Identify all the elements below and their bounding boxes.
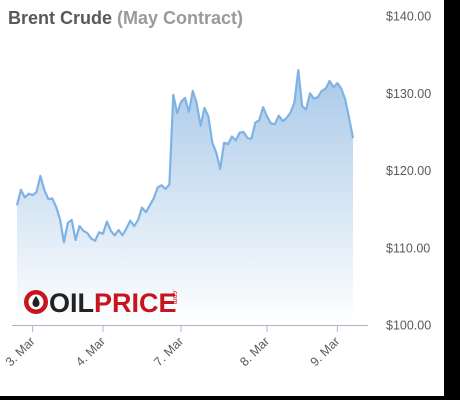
series-line xyxy=(15,69,355,244)
chart-title-subtitle: (May Contract) xyxy=(117,8,244,28)
x-tick-label: 8. Mar xyxy=(237,334,272,369)
chart-title-main: Brent Crude xyxy=(8,8,113,28)
logo-wordmark: OILPRICE xyxy=(49,288,177,318)
chart-title: Brent Crude (May Contract) xyxy=(8,8,243,29)
x-tick-label: 9. Mar xyxy=(308,334,343,369)
oilprice-logo: OILPRICE .com xyxy=(24,288,178,318)
y-tick-label: $100.00 xyxy=(386,319,431,333)
y-tick-label: $120.00 xyxy=(386,164,431,178)
y-tick-label: $110.00 xyxy=(386,241,430,255)
oil-drop-icon xyxy=(24,290,48,314)
price-chart: 3. Mar 4. Mar 7. Mar 8. Mar 9. Mar $100.00 $11… xyxy=(3,10,431,370)
logo-suffix: .com xyxy=(171,289,178,304)
series-area xyxy=(17,70,353,325)
x-tick-label: 7. Mar xyxy=(151,334,186,369)
x-tick-label: 3. Mar xyxy=(3,334,38,369)
y-tick-label: $130.00 xyxy=(386,87,431,101)
x-tick-label: 4. Mar xyxy=(73,334,108,369)
y-tick-label: $140.00 xyxy=(386,10,431,24)
chart-card: Brent Crude (May Contract) 3. Mar 4. Mar 7… xyxy=(0,0,444,396)
